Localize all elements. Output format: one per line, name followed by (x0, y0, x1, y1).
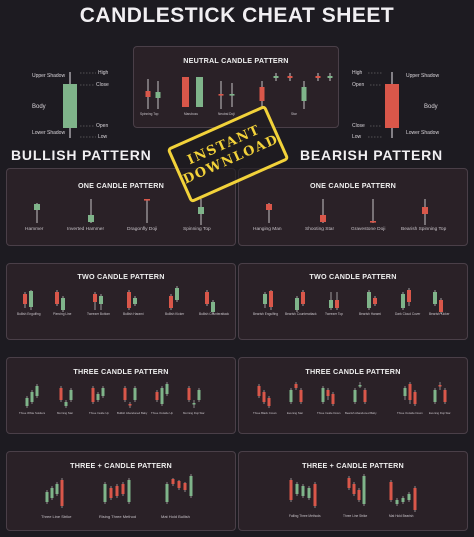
anatomy-low-label-right: Low (352, 134, 362, 140)
anatomy-upper-shadow-label: Upper Shadow (32, 73, 66, 79)
bullish-one-label-1: Inverted Hammer (67, 227, 105, 232)
bullish-three-label-2: Three Inside Up (89, 411, 109, 415)
bearish-heading: BEARISH PATTERN (300, 147, 443, 163)
bullish-two-label-0: Bullish Engulfing (17, 312, 41, 316)
neutral-panel: NEUTRAL CANDLE PATTERN Spinning Top Maru… (133, 46, 339, 128)
anatomy-close-label-right: Close (352, 123, 365, 129)
neutral-label-star: Star (291, 112, 297, 116)
anatomy-lower-shadow-label: Lower Shadow (32, 130, 66, 136)
anatomy-upper-shadow-label-right: Upper Shadow (406, 73, 440, 79)
anatomy-high-label-right: High (352, 70, 363, 76)
neutral-label-marubozu: Marubozu (184, 112, 199, 116)
bearish-one-label-2: Gravestone Doji (351, 227, 386, 232)
bullish-threeplus-candles (45, 474, 193, 508)
bearish-three-label-4: Three Outside Down (397, 411, 423, 415)
bullish-three-label-3: Bullish Abandoned Baby (117, 411, 148, 415)
bearish-threeplus-label-0: Falling Three Methods (289, 514, 321, 518)
bearish-one-candles (266, 199, 428, 225)
bearish-two-label-2: Tweezer Top (325, 312, 344, 316)
bearish-three-panel: THREE CANDLE PATTERN Three Black Crows E… (238, 357, 468, 434)
bullish-three-label-1: Morning Star (57, 411, 74, 415)
bearish-three-label-2: Three Inside Down (317, 411, 341, 415)
bearish-two-panel: TWO CANDLE PATTERN Bearish Engulfing Bea… (238, 263, 468, 340)
bearish-two-candles (263, 288, 443, 314)
bearish-two-label-3: Bearish Harami (359, 312, 381, 316)
anatomy-low-label: Low (98, 134, 108, 140)
bearish-three-candles (257, 382, 447, 408)
bullish-two-label-3: Bullish Harami (123, 312, 144, 316)
anatomy-bullish-candle (63, 72, 96, 138)
anatomy-high-label: High (98, 70, 109, 76)
neutral-label-spinning-top: Spinning Top (140, 112, 159, 116)
bullish-two-label-4: Bullish Kicker (165, 312, 185, 316)
bullish-two-candles (23, 286, 215, 314)
neutral-panel-title: NEUTRAL CANDLE PATTERN (183, 56, 289, 65)
anatomy-body-label: Body (32, 104, 46, 110)
anatomy-bearish: High Upper Shadow Open Body Close Lower … (342, 64, 474, 144)
anatomy-close-label: Close (96, 82, 109, 88)
bearish-two-label-1: Bearish Counterattack (285, 312, 317, 316)
bullish-three-label-4: Three Outside Up (151, 411, 174, 415)
bearish-threeplus-candles (289, 474, 417, 512)
bullish-two-panel: TWO CANDLE PATTERN Bullish Engulfing Pie… (6, 263, 236, 340)
bullish-two-label-2: Tweezer Bottom (87, 312, 111, 316)
bullish-two-title: TWO CANDLE PATTERN (77, 272, 165, 281)
bearish-two-label-0: Bearish Engulfing (253, 312, 278, 316)
bullish-threeplus-panel: THREE + CANDLE PATTERN Three Line Strike… (6, 451, 236, 531)
bearish-one-label-1: Shooting Star (305, 227, 335, 232)
bullish-heading: BULLISH PATTERN (11, 147, 152, 163)
bearish-one-panel: ONE CANDLE PATTERN Hanging Man Shooting … (238, 168, 468, 246)
bearish-threeplus-title: THREE + CANDLE PATTERN (302, 461, 404, 470)
bullish-one-label-0: Hammer (25, 227, 44, 232)
neutral-label-neutral-doji: Neutral Doji (218, 112, 235, 116)
bearish-two-label-4: Dark Cloud Cover (395, 312, 421, 316)
bullish-threeplus-label-1: Rising Three Method (99, 514, 137, 519)
bullish-threeplus-title: THREE + CANDLE PATTERN (70, 461, 172, 470)
anatomy-lower-shadow-label-right: Lower Shadow (406, 130, 440, 136)
bullish-two-label-5: Bullish Counterattack (199, 312, 230, 316)
anatomy-body-label-right: Body (424, 104, 438, 110)
bullish-three-title: THREE CANDLE PATTERN (73, 367, 169, 376)
bearish-three-label-1: Evening Star (287, 411, 304, 415)
bullish-three-panel: THREE CANDLE PATTERN Three White Soldier… (6, 357, 236, 434)
bullish-one-label-3: Spinning Top (183, 227, 211, 232)
bullish-three-label-5: Morning Doji Star (183, 411, 205, 415)
anatomy-open-label: Open (96, 123, 109, 129)
bearish-one-label-0: Hanging Man (253, 227, 282, 232)
bullish-one-candles (34, 199, 204, 225)
bullish-three-candles (25, 382, 201, 408)
bullish-two-label-1: Piercing Line (53, 312, 72, 316)
bearish-one-label-3: Bearish Spinning Top (401, 227, 447, 232)
neutral-candles (145, 73, 333, 109)
bullish-one-label-2: Dragonfly Doji (127, 227, 158, 232)
bearish-threeplus-label-1: Three Line Strike (343, 514, 368, 518)
bearish-threeplus-panel: THREE + CANDLE PATTERN Falling Three Met… (238, 451, 468, 531)
anatomy-bullish: Upper Shadow High Close Body Open Lower … (0, 64, 130, 144)
bearish-three-title: THREE CANDLE PATTERN (305, 367, 401, 376)
bullish-one-title: ONE CANDLE PATTERN (78, 181, 164, 190)
bearish-three-label-3: Bearish Abandoned Baby (345, 411, 377, 415)
bearish-three-label-5: Evening Doji Star (429, 411, 451, 415)
bearish-three-label-0: Three Black Crows (253, 411, 277, 415)
bearish-threeplus-label-2: Mat Hold Bearish (389, 514, 414, 518)
bullish-threeplus-label-2: Mat Hold Bullish (161, 514, 190, 519)
bearish-two-title: TWO CANDLE PATTERN (309, 272, 397, 281)
bearish-two-label-5: Bearish Kicker (429, 312, 450, 316)
anatomy-open-label-right: Open (352, 82, 365, 88)
bullish-threeplus-label-0: Three Line Strike (41, 514, 72, 519)
bullish-three-label-0: Three White Soldiers (19, 411, 46, 415)
page-title: CANDLESTICK CHEAT SHEET (79, 4, 395, 27)
bearish-one-title: ONE CANDLE PATTERN (310, 181, 396, 190)
anatomy-bearish-candle (368, 72, 399, 138)
